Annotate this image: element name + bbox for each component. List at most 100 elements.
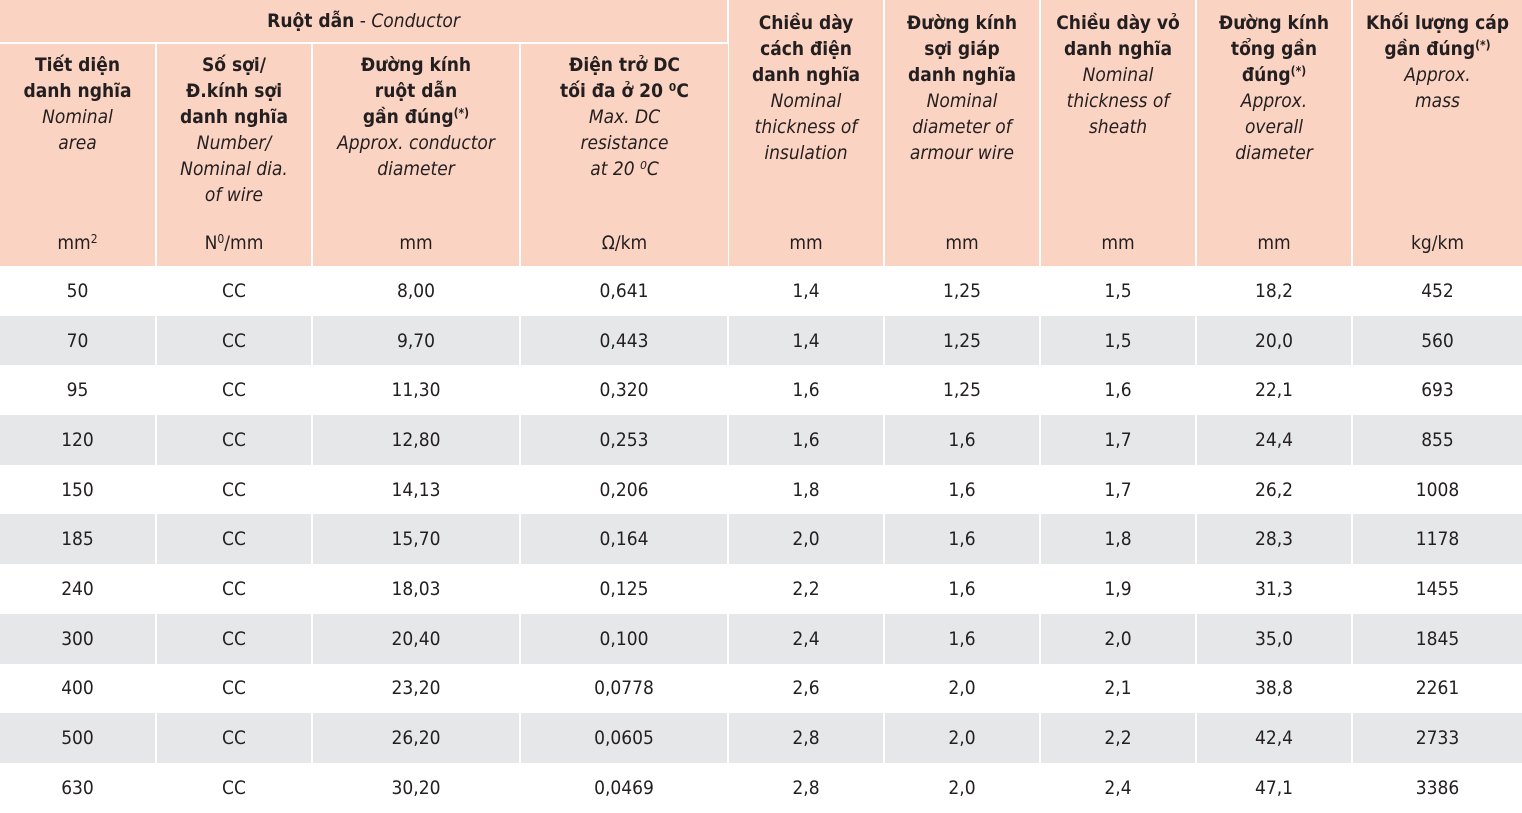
col-header-en-line: insulation	[764, 142, 848, 164]
col-header-en-line: overall	[1244, 116, 1304, 138]
col-header-vi-line: danh nghĩa	[751, 64, 861, 86]
col-header-vi-line: Chiều dày	[758, 12, 854, 34]
table-cell: 560	[1352, 315, 1522, 366]
col-header-vi-line: danh nghĩa	[1063, 38, 1173, 60]
table-cell: 18,03	[312, 564, 521, 614]
col-header-vi-line: Chiều dày vỏ	[1056, 12, 1180, 34]
col-header-vi-line: Khối lượng cáp	[1366, 12, 1509, 34]
col-header-en-line: Approx. conductor	[337, 132, 495, 154]
col-header-en-line: Nominal dia.	[180, 158, 288, 180]
col-header-en-line: mass	[1415, 90, 1460, 112]
table-cell: 20,40	[312, 613, 521, 664]
col-header-en-line: thickness of	[754, 116, 858, 138]
unit-text: mm	[399, 232, 433, 254]
table-cell: 0,0469	[520, 762, 729, 813]
table-body: 50 CC 8,00 0,641 1,4 1,25 1,5 18,2 452 70 CC 9,70 0,…	[0, 266, 1522, 813]
table-cell: 693	[1352, 365, 1522, 416]
table-cell: 26,20	[312, 713, 521, 763]
table-cell: 1,4	[728, 315, 885, 366]
table-cell: 1,9	[1040, 564, 1197, 614]
col-header-insulation: Chiều dày cách điện danh nghĩa Nominal thick…	[728, 0, 885, 266]
table-cell: 0,0605	[520, 713, 729, 763]
col-header-en-line: diameter	[377, 158, 455, 180]
col-header-en-line: Approx.	[1404, 64, 1471, 86]
table-cell: 2,2	[1040, 713, 1197, 763]
table-cell: CC	[156, 266, 313, 316]
table-cell: 855	[1352, 415, 1522, 465]
table-cell: 500	[0, 713, 157, 763]
unit-text: mm	[57, 232, 91, 254]
table-cell: 20,0	[1196, 315, 1353, 366]
table-cell: 30,20	[312, 762, 521, 813]
table-cell: 0,0778	[520, 663, 729, 714]
unit-text: mm	[1257, 232, 1291, 254]
table-cell: 2,2	[728, 564, 885, 614]
table-cell: 2,0	[728, 514, 885, 565]
table-cell: CC	[156, 663, 313, 714]
col-header-vi-line: Đường kính	[906, 12, 1018, 34]
table-cell: 300	[0, 613, 157, 664]
table-cell: 0,164	[520, 514, 729, 565]
col-header-unit: mm2	[0, 230, 155, 256]
unit-suffix: /mm	[224, 232, 264, 254]
unit-text: mm	[1101, 232, 1135, 254]
col-header-en-line: of wire	[204, 184, 264, 206]
table-cell: 0,253	[520, 415, 729, 465]
col-header-en-line: Nominal	[770, 90, 842, 112]
table-cell: 1845	[1352, 613, 1522, 664]
table-cell: 22,1	[1196, 365, 1353, 416]
table-header: Ruột dẫn - Conductor Chiều dày cách điện d…	[0, 0, 1522, 266]
col-header-en-line: Approx.	[1240, 90, 1308, 112]
col-header-unit: mm	[1197, 230, 1351, 256]
table-row: 70 CC 9,70 0,443 1,4 1,25 1,5 20,0 560	[0, 315, 1522, 366]
col-header-vi-line: ruột dẫn	[374, 80, 458, 102]
table-cell: 2261	[1352, 663, 1522, 714]
unit-text: kg/km	[1410, 232, 1465, 254]
table-cell: 2,0	[884, 663, 1041, 714]
table-cell: 1,6	[728, 365, 885, 416]
table-cell: CC	[156, 762, 313, 813]
table-cell: 1,25	[884, 365, 1041, 416]
col-header-unit: Ω/km	[521, 230, 728, 256]
table-cell: 2733	[1352, 713, 1522, 763]
table-cell: 2,8	[728, 713, 885, 763]
col-header-text: Chiều dày vỏ danh nghĩa Nominal thickness o…	[1041, 0, 1195, 140]
col-header-en-line: Nominal	[42, 106, 113, 128]
table-cell: 630	[0, 762, 157, 813]
table-cell: 35,0	[1196, 613, 1353, 664]
table-cell: 47,1	[1196, 762, 1353, 813]
table-cell: 1,8	[728, 464, 885, 515]
conductor-group-en: Conductor	[371, 10, 460, 32]
table-cell: 1,6	[884, 613, 1041, 664]
conductor-group-vi: Ruột dẫn	[267, 10, 355, 32]
col-header-footnote-mark: (*)	[1290, 64, 1307, 78]
col-header-text: Đường kính sợi giáp danh nghĩa Nominal diame…	[885, 0, 1039, 166]
table-row: 150 CC 14,13 0,206 1,8 1,6 1,7 26,2 1008	[0, 464, 1522, 515]
col-header-overall-diameter: Đường kính tổng gần đúng(*) Approx. overall d…	[1196, 0, 1353, 266]
table-cell: 2,4	[1040, 762, 1197, 813]
table-cell: 0,206	[520, 464, 729, 515]
table-cell: 23,20	[312, 663, 521, 714]
table-cell: 70	[0, 315, 157, 366]
col-header-vi-line: Số sợi/	[201, 54, 267, 76]
col-header-en-line: diameter of	[912, 116, 1012, 138]
unit-text: mm	[945, 232, 979, 254]
col-header-wire-number: Số sợi/Đ.kính sợi danh nghĩa Number/Nomina…	[156, 43, 313, 266]
table-cell: CC	[156, 415, 313, 465]
table-cell: 50	[0, 266, 157, 316]
col-header-nominal-area: Tiết diện danh nghĩa Nominal area mm2	[0, 43, 157, 266]
table-cell: CC	[156, 315, 313, 366]
col-header-vi-line: sợi giáp	[924, 38, 1000, 60]
col-header-en-line: Nominal	[1082, 64, 1154, 86]
table-cell: 2,0	[884, 762, 1041, 813]
table-cell: 150	[0, 464, 157, 515]
col-header-vi-line: Đường kính	[1218, 12, 1330, 34]
table-row: 400 CC 23,20 0,0778 2,6 2,0 2,1 38,8 2261	[0, 663, 1522, 714]
table-cell: CC	[156, 613, 313, 664]
table-cell: 9,70	[312, 315, 521, 366]
table-cell: 3386	[1352, 762, 1522, 813]
col-header-conductor-diameter: Đường kính ruột dẫn gần đúng(*) Approx. con…	[312, 43, 521, 266]
col-header-unit: mm	[729, 230, 883, 256]
col-header-en-line: Number/	[196, 132, 272, 154]
